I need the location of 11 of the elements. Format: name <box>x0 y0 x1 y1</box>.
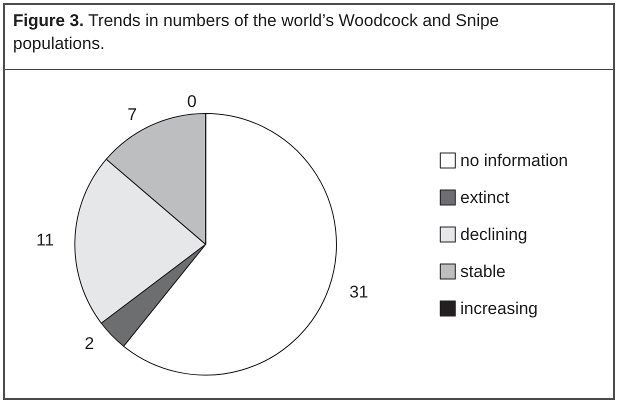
chart-title: Figure 3. Trends in numbers of the world’s Woodcock and Snipe populations. <box>13 10 500 55</box>
legend-label: increasing <box>460 299 538 318</box>
data-label: 11 <box>36 230 54 250</box>
data-label: 31 <box>349 282 368 302</box>
legend-label: declining <box>460 225 528 244</box>
legend-label: no information <box>460 151 568 170</box>
legend-label: extinct <box>460 188 510 207</box>
legend-label: stable <box>460 262 506 281</box>
text: 0 <box>187 92 197 112</box>
data-label: 7 <box>127 105 137 124</box>
data-label: 2 <box>84 334 94 354</box>
